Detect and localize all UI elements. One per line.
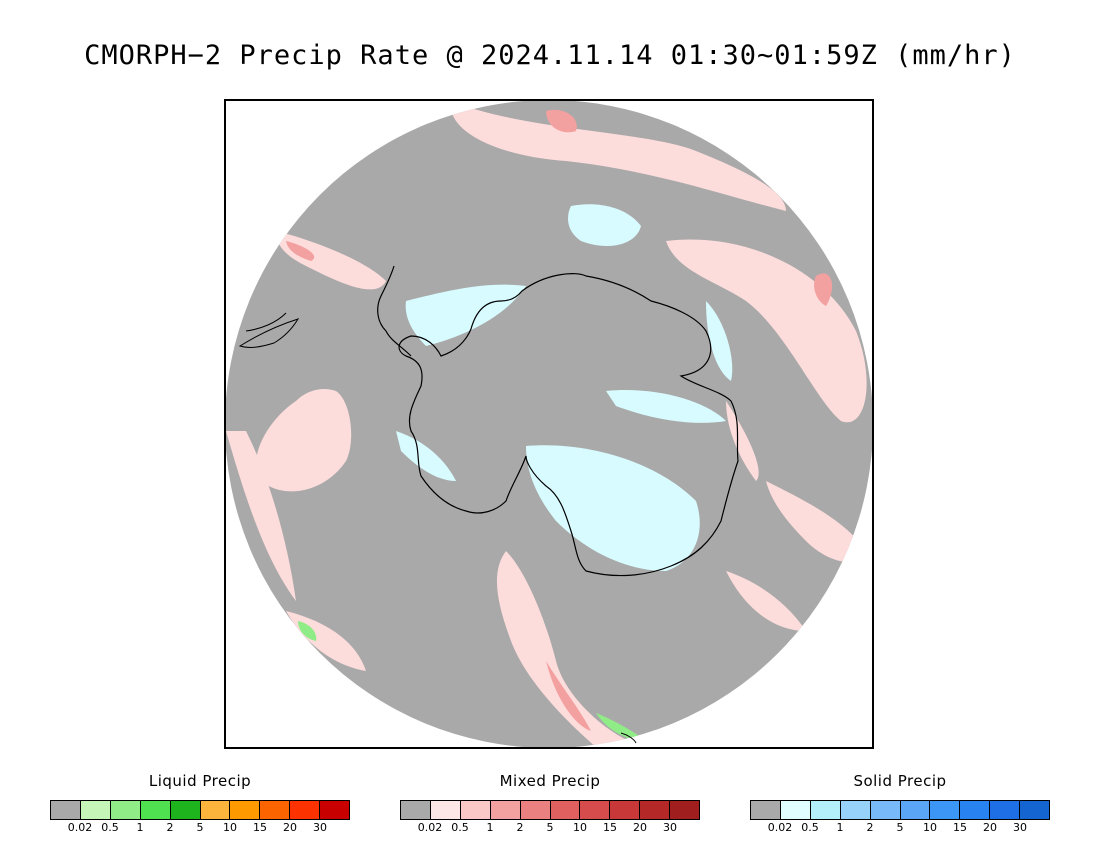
legend-liquid-tick-label: 10 (223, 821, 237, 834)
legend-solid-swatch (840, 801, 871, 819)
legend-mixed-swatch (640, 801, 671, 819)
legend-solid-swatch (990, 801, 1021, 819)
legend-liquid: Liquid Precip 0.02 0.5 1 2 5 10 15 20 30 (50, 772, 350, 835)
mixed-precip-regions (226, 101, 867, 747)
legend-solid-tick-label: 0.02 (767, 821, 793, 834)
legend-solid-swatch (1020, 801, 1050, 819)
legend-liquid-swatch (260, 801, 291, 819)
legend-solid-tick-label: 1 (836, 821, 844, 834)
legend-solid: Solid Precip 0.02 0.5 1 2 5 10 15 20 30 (750, 772, 1050, 835)
legend-liquid-swatch (320, 801, 350, 819)
liquid-precip-regions (298, 621, 646, 741)
legend-solid-tick-label: 15 (953, 821, 967, 834)
legend-solid-tick-label: 20 (983, 821, 997, 834)
legend-mixed-bar (400, 800, 700, 820)
legend-solid-ticks: 0.02 0.5 1 2 5 10 15 20 30 (750, 821, 1050, 835)
polar-map-frame (224, 99, 874, 749)
mixed-precip-intense (286, 109, 833, 731)
legend-mixed-tick-label: 20 (633, 821, 647, 834)
legend-mixed-swatch (550, 801, 581, 819)
legend-mixed-tick-label: 10 (573, 821, 587, 834)
legend-mixed-swatch (460, 801, 491, 819)
legend-liquid-title: Liquid Precip (148, 772, 252, 790)
legend-liquid-tick-label: 20 (283, 821, 297, 834)
legend-mixed-swatch (490, 801, 521, 819)
legend-mixed-swatch (520, 801, 551, 819)
new-zealand-tip (620, 732, 637, 744)
map-title: CMORPH−2 Precip Rate @ 2024.11.14 01:30~… (84, 40, 1016, 71)
legend-liquid-ticks: 0.02 0.5 1 2 5 10 15 20 30 (50, 821, 350, 835)
legend-liquid-swatch (51, 801, 81, 819)
legend-liquid-swatch (290, 801, 321, 819)
legend-mixed-swatch (580, 801, 611, 819)
antarctic-peninsula (377, 265, 412, 357)
legend-liquid-swatch (200, 801, 231, 819)
legend-solid-tick-label: 2 (866, 821, 874, 834)
legend-liquid-bar (50, 800, 350, 820)
legend-mixed-ticks: 0.02 0.5 1 2 5 10 15 20 30 (400, 821, 700, 835)
legend-solid-swatch (870, 801, 901, 819)
legend-solid-swatch (810, 801, 841, 819)
solid-precip-regions (396, 204, 733, 571)
legend-solid-tick-label: 5 (896, 821, 904, 834)
legend-mixed-tick-label: 1 (486, 821, 494, 834)
legend-solid-tick-label: 10 (923, 821, 937, 834)
legend-liquid-swatch (80, 801, 111, 819)
legend-liquid-swatch (110, 801, 141, 819)
south-america-tip (238, 312, 300, 348)
legend-solid-swatch (960, 801, 991, 819)
legend-solid-swatch (930, 801, 961, 819)
legend-mixed-swatch (670, 801, 700, 819)
legend-mixed-tick-label: 5 (546, 821, 554, 834)
legend-liquid-swatch (170, 801, 201, 819)
legend-solid-swatch (900, 801, 931, 819)
antarctica-coastline (398, 273, 739, 577)
legend-mixed-title: Mixed Precip (499, 772, 601, 790)
legend-solid-title: Solid Precip (853, 772, 947, 790)
legend-mixed-tick-label: 0.02 (417, 821, 443, 834)
polar-map (226, 101, 872, 747)
legend-liquid-tick-label: 1 (136, 821, 144, 834)
legend-solid-tick-label: 30 (1013, 821, 1027, 834)
legend-mixed-tick-label: 30 (663, 821, 677, 834)
legend-liquid-swatch (230, 801, 261, 819)
legend-solid-swatch (751, 801, 781, 819)
legend-solid-bar (750, 800, 1050, 820)
legend-liquid-tick-label: 5 (196, 821, 204, 834)
legend-liquid-swatch (140, 801, 171, 819)
legend-mixed-swatch (430, 801, 461, 819)
legend-liquid-tick-label: 15 (253, 821, 267, 834)
legend-mixed-tick-label: 2 (516, 821, 524, 834)
legend-liquid-tick-label: 0.02 (67, 821, 93, 834)
legend-mixed-swatch (401, 801, 431, 819)
legend-mixed: Mixed Precip 0.02 0.5 1 2 5 10 15 20 30 (400, 772, 700, 835)
legend-mixed-tick-label: 15 (603, 821, 617, 834)
legend-mixed-swatch (610, 801, 641, 819)
legend-liquid-tick-label: 0.5 (101, 821, 119, 834)
legend-solid-swatch (780, 801, 811, 819)
legend-liquid-tick-label: 30 (313, 821, 327, 834)
legend-liquid-tick-label: 2 (166, 821, 174, 834)
legend-solid-tick-label: 0.5 (801, 821, 819, 834)
legend-mixed-tick-label: 0.5 (451, 821, 469, 834)
